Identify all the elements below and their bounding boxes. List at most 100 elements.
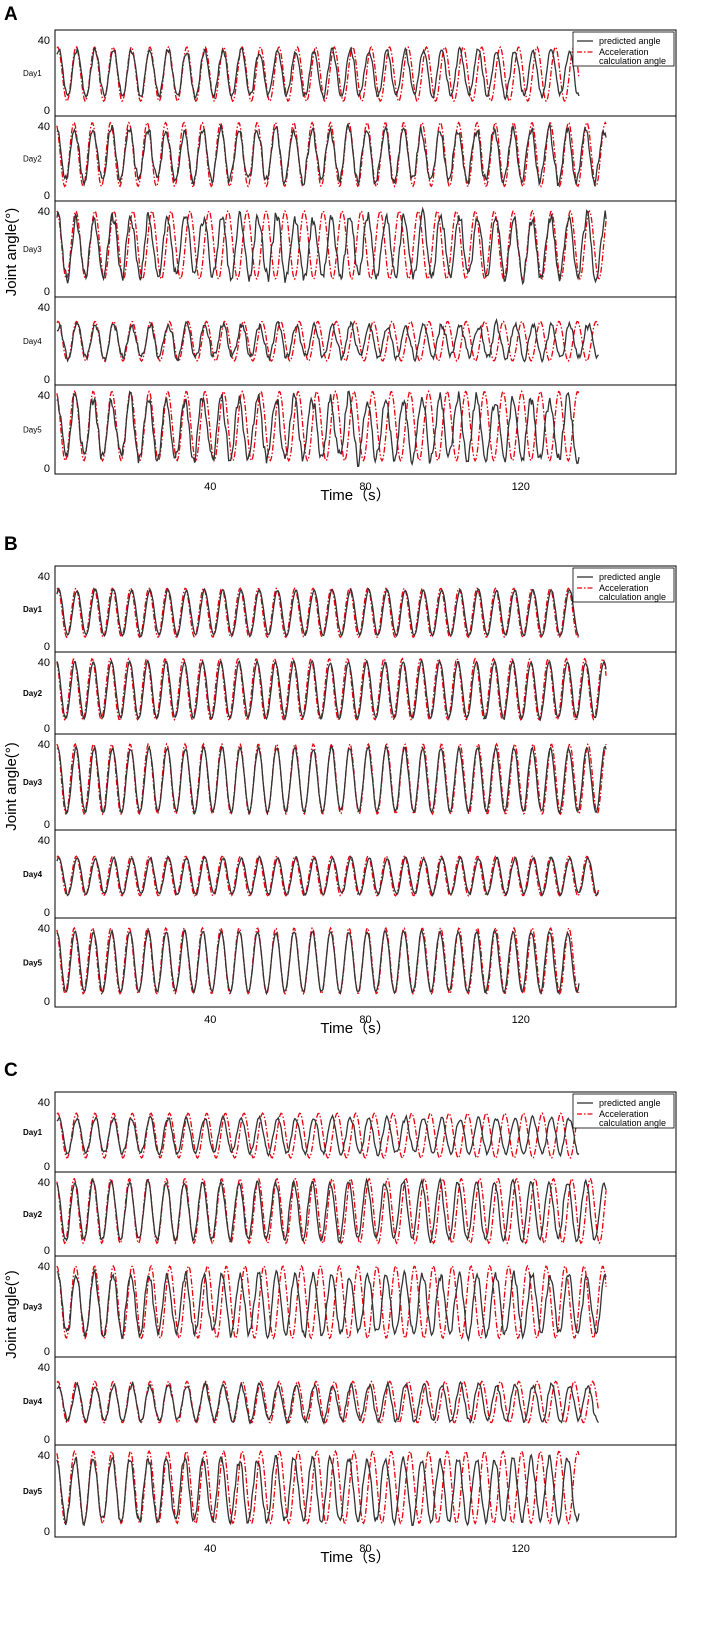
x-tick-label: 40: [204, 1543, 216, 1555]
y-tick-label: 0: [44, 463, 50, 475]
legend-label-calculated-line1: Acceleration: [599, 1109, 649, 1119]
legend-label-calculated-line1: Acceleration: [599, 47, 649, 57]
series-acceleration-calculation-angle: [56, 390, 580, 463]
subplot-day4: 0 40 Day4: [23, 829, 676, 919]
legend-box: [572, 567, 675, 603]
subplot-day1: 0 40 Day1: [23, 1097, 580, 1173]
day-label: Day1: [23, 1128, 43, 1137]
y-tick-label: 0: [44, 374, 50, 386]
y-axis-title: Joint angle(°): [3, 1270, 20, 1359]
y-tick-label: 40: [38, 121, 50, 133]
y-tick-label: 0: [44, 286, 50, 298]
day-label: Day1: [23, 605, 43, 614]
day-label: Day5: [23, 959, 43, 968]
series-predicted-angle: [56, 1453, 580, 1527]
y-tick-label: 40: [38, 1261, 50, 1273]
series-acceleration-calculation-angle: [56, 1264, 607, 1340]
series-predicted-angle: [56, 317, 599, 364]
x-tick-label: 40: [204, 481, 216, 493]
series-predicted-angle: [56, 206, 607, 286]
legend-box: [572, 31, 675, 67]
series-predicted-angle: [56, 855, 599, 897]
subplot-day3: 0 40 Day3: [23, 200, 676, 298]
day-label: Day2: [23, 689, 43, 698]
series-predicted-angle: [56, 1176, 607, 1244]
series-predicted-angle: [56, 658, 607, 722]
y-tick-label: 40: [38, 390, 50, 402]
x-tick-label: 120: [512, 1014, 530, 1026]
panel-frame: [54, 565, 677, 1008]
series-predicted-angle: [56, 46, 580, 102]
x-axis-title: Time（s）: [320, 487, 390, 504]
day-label: Day3: [23, 1303, 43, 1312]
y-tick-label: 0: [44, 907, 50, 919]
y-tick-label: 0: [44, 819, 50, 831]
subplot-day4: 0 40 Day4: [23, 1356, 676, 1446]
subplot-day5: 0 40 Day5: [23, 917, 676, 1008]
y-tick-label: 0: [44, 1434, 50, 1446]
panel-letter: A: [4, 4, 18, 25]
legend-label-predicted: predicted angle: [599, 572, 661, 582]
subplot-day2: 0 40 Day2: [23, 1171, 676, 1257]
y-tick-label: 40: [38, 739, 50, 751]
y-tick-label: 0: [44, 1161, 50, 1173]
series-acceleration-calculation-angle: [56, 1112, 580, 1160]
series-predicted-angle: [56, 390, 580, 468]
y-axis-title: Joint angle(°): [3, 208, 20, 297]
x-tick-label: 80: [359, 481, 371, 493]
y-tick-label: 40: [38, 302, 50, 314]
series-acceleration-calculation-angle: [56, 855, 600, 897]
day-label: Day2: [23, 1210, 43, 1219]
y-tick-label: 0: [44, 1245, 50, 1257]
day-label: Day5: [23, 1487, 43, 1496]
x-tick-label: 80: [359, 1543, 371, 1555]
series-predicted-angle: [56, 1268, 607, 1342]
subplot-day3: 0 40 Day3: [23, 733, 676, 831]
legend-label-calculated-line2: calculation angle: [599, 592, 666, 602]
legend-label-calculated-line1: Acceleration: [599, 583, 649, 593]
day-label: Day4: [23, 870, 43, 879]
subplot-day5: 0 40 Day5: [23, 1444, 676, 1538]
day-label: Day3: [23, 245, 42, 254]
day-label: Day4: [23, 337, 42, 346]
legend-box: [572, 1093, 675, 1129]
y-tick-label: 0: [44, 996, 50, 1008]
y-tick-label: 0: [44, 1526, 50, 1538]
subplot-day4: 0 40 Day4: [23, 296, 676, 386]
series-predicted-angle: [56, 1380, 599, 1426]
subplot-day2: 0 40 Day2: [23, 651, 676, 735]
panel-B: B 0 40 Day1 0 40 Day2 0 40 Day3 0 40 Day4 0 40 Day5 40 80…: [3, 534, 677, 1037]
panel-letter: C: [4, 1060, 18, 1081]
x-axis-title: Time（s）: [320, 1549, 390, 1566]
series-acceleration-calculation-angle: [56, 209, 607, 281]
legend-label-predicted: predicted angle: [599, 36, 661, 46]
y-tick-label: 0: [44, 641, 50, 653]
day-label: Day4: [23, 1397, 43, 1406]
x-tick-label: 40: [204, 1014, 216, 1026]
x-tick-label: 120: [512, 1543, 530, 1555]
x-tick-label: 120: [512, 481, 530, 493]
subplot-day3: 0 40 Day3: [23, 1255, 676, 1358]
day-label: Day2: [23, 155, 42, 164]
panel-C: C 0 40 Day1 0 40 Day2 0 40 Day3 0 40 Day4 0 40 Day5 40 80…: [3, 1060, 677, 1566]
y-tick-label: 40: [38, 1097, 50, 1109]
series-acceleration-calculation-angle: [56, 587, 580, 639]
subplot-day2: 0 40 Day2: [23, 115, 676, 202]
y-tick-label: 40: [38, 923, 50, 935]
day-label: Day3: [23, 778, 43, 787]
y-tick-label: 40: [38, 657, 50, 669]
day-label: Day5: [23, 426, 42, 435]
y-axis-title: Joint angle(°): [3, 742, 20, 831]
subplot-day1: 0 40 Day1: [23, 35, 580, 117]
y-tick-label: 40: [38, 35, 50, 47]
y-tick-label: 40: [38, 1177, 50, 1189]
x-tick-label: 80: [359, 1014, 371, 1026]
x-axis-title: Time（s）: [320, 1020, 390, 1037]
series-predicted-angle: [56, 122, 607, 188]
y-tick-label: 40: [38, 1450, 50, 1462]
day-label: Day1: [23, 69, 42, 78]
series-predicted-angle: [56, 744, 607, 816]
